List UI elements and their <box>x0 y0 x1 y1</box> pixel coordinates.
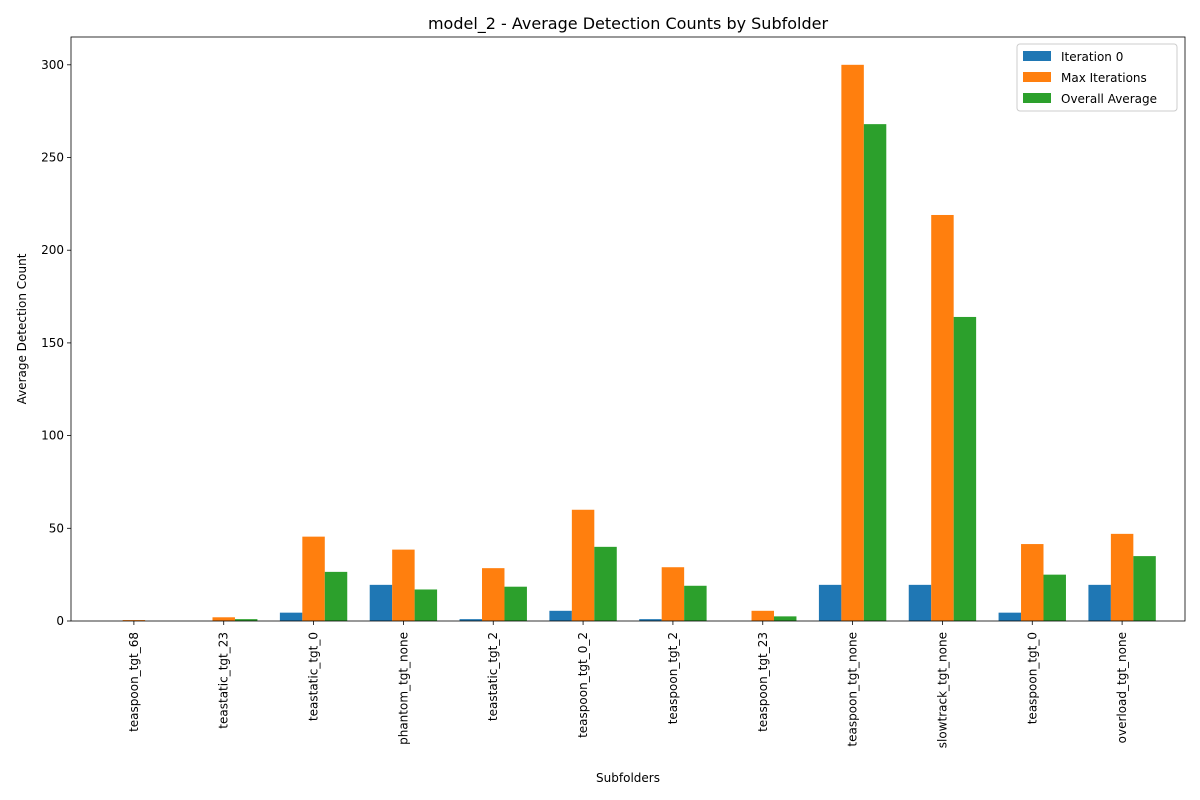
bar-max-iterations-teastatic_tgt_2 <box>482 568 505 621</box>
y-tick-label: 250 <box>41 151 64 165</box>
y-axis-label: Average Detection Count <box>15 253 29 404</box>
bar-max-iterations-teaspoon_tgt_0 <box>1021 544 1044 621</box>
bar-overall-average-phantom_tgt_none <box>414 589 438 621</box>
x-tick-label: phantom_tgt_none <box>396 632 410 745</box>
bar-overall-average-teaspoon_tgt_23 <box>773 616 797 621</box>
bar-overall-average-teaspoon_tgt_0_2 <box>594 546 617 621</box>
x-tick-label: teaspoon_tgt_0 <box>1025 632 1039 724</box>
y-tick-label: 50 <box>49 521 64 535</box>
bar-iteration-0-teaspoon_tgt_0 <box>998 612 1022 621</box>
x-tick-label: teastatic_tgt_2 <box>486 632 500 721</box>
x-tick-label: teaspoon_tgt_none <box>846 632 860 747</box>
x-tick-label: overload_tgt_none <box>1115 632 1129 743</box>
bar-max-iterations-phantom_tgt_none <box>392 549 415 621</box>
y-tick-label: 150 <box>41 336 64 350</box>
bar-overall-average-teaspoon_tgt_2 <box>684 585 707 621</box>
legend-label: Overall Average <box>1061 92 1157 106</box>
legend-box <box>1016 43 1178 112</box>
bar-max-iterations-teaspoon_tgt_none <box>841 64 864 621</box>
bar-overall-average-teastatic_tgt_23 <box>234 619 258 621</box>
legend-label: Max Iterations <box>1061 71 1147 85</box>
bar-overall-average-teastatic_tgt_0 <box>324 571 348 621</box>
bar-max-iterations-teaspoon_tgt_23 <box>751 610 774 621</box>
legend-swatch <box>1023 93 1051 103</box>
bar-overall-average-teastatic_tgt_2 <box>504 586 527 621</box>
legend: Iteration 0 Max Iterations Overall Average <box>1016 43 1178 112</box>
bar-overall-average-teaspoon_tgt_none <box>863 124 887 621</box>
x-tick-label: teaspoon_tgt_0_2 <box>576 632 590 738</box>
bar-iteration-0-phantom_tgt_none <box>369 584 393 621</box>
bar-max-iterations-teaspoon_tgt_2 <box>661 567 685 621</box>
chart-title: model_2 - Average Detection Counts by Su… <box>428 14 829 34</box>
x-tick-label: teastatic_tgt_0 <box>307 632 321 721</box>
x-tick-label: slowtrack_tgt_none <box>935 632 949 748</box>
bar-iteration-0-overload_tgt_none <box>1088 584 1111 621</box>
x-tick-label: teastatic_tgt_23 <box>217 632 231 729</box>
x-tick-label: teaspoon_tgt_68 <box>127 632 141 732</box>
bar-max-iterations-teastatic_tgt_0 <box>302 536 325 621</box>
bar-iteration-0-slowtrack_tgt_none <box>908 584 932 621</box>
bar-max-iterations-teastatic_tgt_23 <box>212 617 235 621</box>
bar-iteration-0-teaspoon_tgt_none <box>818 584 842 621</box>
bar-overall-average-teaspoon_tgt_0 <box>1043 574 1066 621</box>
legend-label: Iteration 0 <box>1061 50 1123 64</box>
legend-swatch <box>1023 51 1051 61</box>
y-tick-label: 0 <box>56 614 64 628</box>
y-tick-label: 200 <box>41 243 64 257</box>
bar-max-iterations-overload_tgt_none <box>1110 533 1134 621</box>
plot-area: 0 50 100 150 200 250 300 teaspoon_tgt_68 teastat… <box>41 36 1186 748</box>
bar-overall-average-overload_tgt_none <box>1133 556 1156 621</box>
bar-iteration-0-teaspoon_tgt_0_2 <box>549 610 572 621</box>
legend-swatch <box>1023 72 1051 82</box>
bar-iteration-0-teastatic_tgt_2 <box>459 619 483 621</box>
bar-max-iterations-teaspoon_tgt_68 <box>122 620 146 621</box>
bar-overall-average-slowtrack_tgt_none <box>953 316 977 621</box>
bar-iteration-0-teaspoon_tgt_2 <box>639 619 662 621</box>
x-axis-label: Subfolders <box>596 771 660 785</box>
axes-frame <box>70 36 1186 622</box>
y-tick-label: 300 <box>41 58 64 72</box>
x-tick-label: teaspoon_tgt_2 <box>666 632 680 724</box>
bar-max-iterations-teaspoon_tgt_0_2 <box>571 509 595 621</box>
x-tick-label: teaspoon_tgt_23 <box>756 632 770 732</box>
bar-max-iterations-slowtrack_tgt_none <box>931 214 954 622</box>
bar-iteration-0-teastatic_tgt_0 <box>279 612 303 621</box>
y-tick-label: 100 <box>41 429 64 443</box>
